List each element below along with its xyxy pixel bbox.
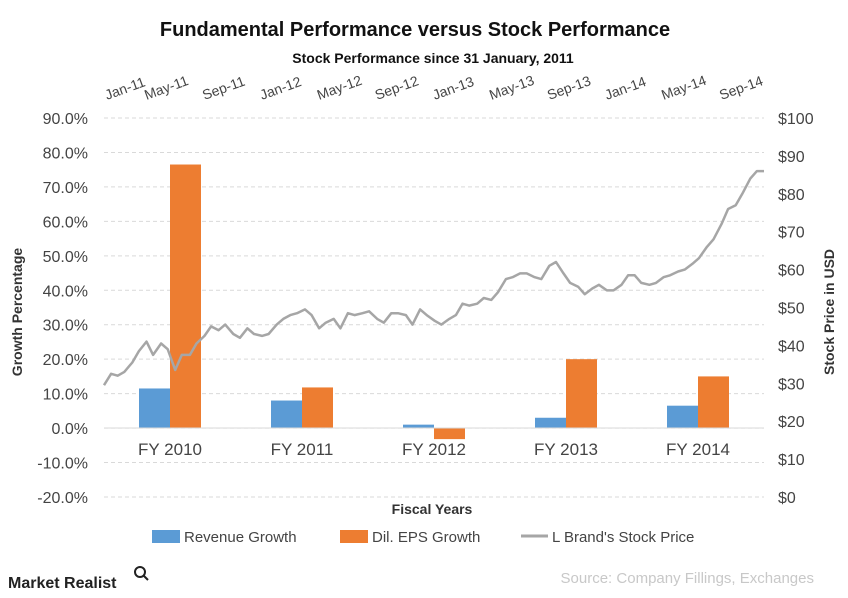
x-axis-label: Fiscal Years [392, 501, 473, 517]
top-tick-label: Jan-14 [602, 73, 648, 103]
left-tick-label: 70.0% [43, 180, 88, 197]
legend-label-stock-price: L Brand's Stock Price [552, 529, 694, 546]
left-tick-label: 0.0% [52, 421, 88, 438]
left-tick-label: -20.0% [37, 490, 88, 507]
legend: Revenue Growth Dil. EPS Growth L Brand's… [152, 529, 694, 546]
top-tick-label: May-12 [315, 72, 365, 103]
category-label: FY 2012 [402, 440, 466, 459]
top-tick-label: Jan-12 [258, 73, 304, 103]
category-label: FY 2013 [534, 440, 598, 459]
category-label: FY 2014 [666, 440, 730, 459]
bar-eps-growth [170, 164, 201, 429]
right-tick-label: $20 [778, 414, 805, 431]
y2-axis-label: Stock Price in USD [821, 249, 837, 375]
top-tick-label: Jan-11 [103, 73, 148, 102]
right-tick-label: $40 [778, 338, 805, 355]
left-tick-label: 30.0% [43, 318, 88, 335]
right-tick-label: $60 [778, 263, 805, 280]
right-tick-label: $100 [778, 111, 814, 128]
source-note: Source: Company Fillings, Exchanges [561, 570, 814, 587]
left-tick-label: 80.0% [43, 145, 88, 162]
right-tick-label: $0 [778, 490, 796, 507]
left-tick-label: 50.0% [43, 249, 88, 266]
legend-label-eps-growth: Dil. EPS Growth [372, 529, 480, 546]
brand-name: Market Realist [8, 575, 117, 592]
category-label: FY 2010 [138, 440, 202, 459]
bar-revenue-growth [271, 400, 302, 429]
bar-eps-growth [566, 359, 597, 429]
left-axis-ticks: -20.0% -10.0% 0.0% 10.0% 20.0% 30.0% 40.0% 50.0… [37, 111, 88, 507]
chart-title: Fundamental Performance versus Stock Per… [160, 19, 670, 41]
chart-subtitle: Stock Performance since 31 January, 2011 [292, 50, 574, 66]
magnifier-handle-icon [143, 575, 149, 581]
bar-revenue-growth [535, 417, 566, 429]
legend-swatch-eps-growth [340, 530, 368, 543]
bar-revenue-growth [403, 424, 434, 429]
left-tick-label: 10.0% [43, 387, 88, 404]
legend-swatch-revenue-growth [152, 530, 180, 543]
right-tick-label: $90 [778, 149, 805, 166]
left-tick-label: 60.0% [43, 214, 88, 231]
category-label: FY 2011 [271, 440, 334, 459]
brand-logo: Market Realist [8, 566, 149, 592]
right-tick-label: $80 [778, 187, 805, 204]
left-tick-label: 90.0% [43, 111, 88, 128]
top-tick-label: Sep-12 [373, 72, 421, 103]
right-tick-label: $70 [778, 225, 805, 242]
bar-revenue-growth [667, 405, 698, 429]
right-tick-label: $30 [778, 376, 805, 393]
category-labels: FY 2010 FY 2011 FY 2012 FY 2013 FY 2014 [138, 440, 730, 459]
top-tick-label: Sep-11 [200, 73, 247, 103]
top-tick-label: Sep-14 [717, 72, 765, 103]
right-tick-label: $50 [778, 301, 805, 318]
right-axis-ticks: $0 $10 $20 $30 $40 $50 $60 $70 $80 $90 $100 [778, 111, 814, 507]
bar-eps-growth [434, 428, 465, 440]
stock-price-series [102, 169, 764, 386]
bars [139, 164, 729, 440]
top-tick-label: May-13 [487, 72, 537, 103]
legend-label-revenue-growth: Revenue Growth [184, 529, 297, 546]
bar-eps-growth [698, 376, 729, 429]
stock-price-line [102, 169, 764, 386]
top-tick-label: Jan-13 [430, 73, 476, 103]
magnifier-icon [134, 566, 146, 578]
bar-revenue-growth [139, 388, 170, 429]
top-tick-label: May-14 [659, 72, 709, 103]
top-tick-label: May-11 [142, 72, 191, 103]
top-tick-label: Sep-13 [545, 72, 593, 103]
left-tick-label: 20.0% [43, 352, 88, 369]
right-tick-label: $10 [778, 452, 805, 469]
bar-eps-growth [302, 387, 333, 429]
left-tick-label: -10.0% [37, 456, 88, 473]
y-axis-label: Growth Percentage [9, 248, 25, 377]
left-tick-label: 40.0% [43, 283, 88, 300]
